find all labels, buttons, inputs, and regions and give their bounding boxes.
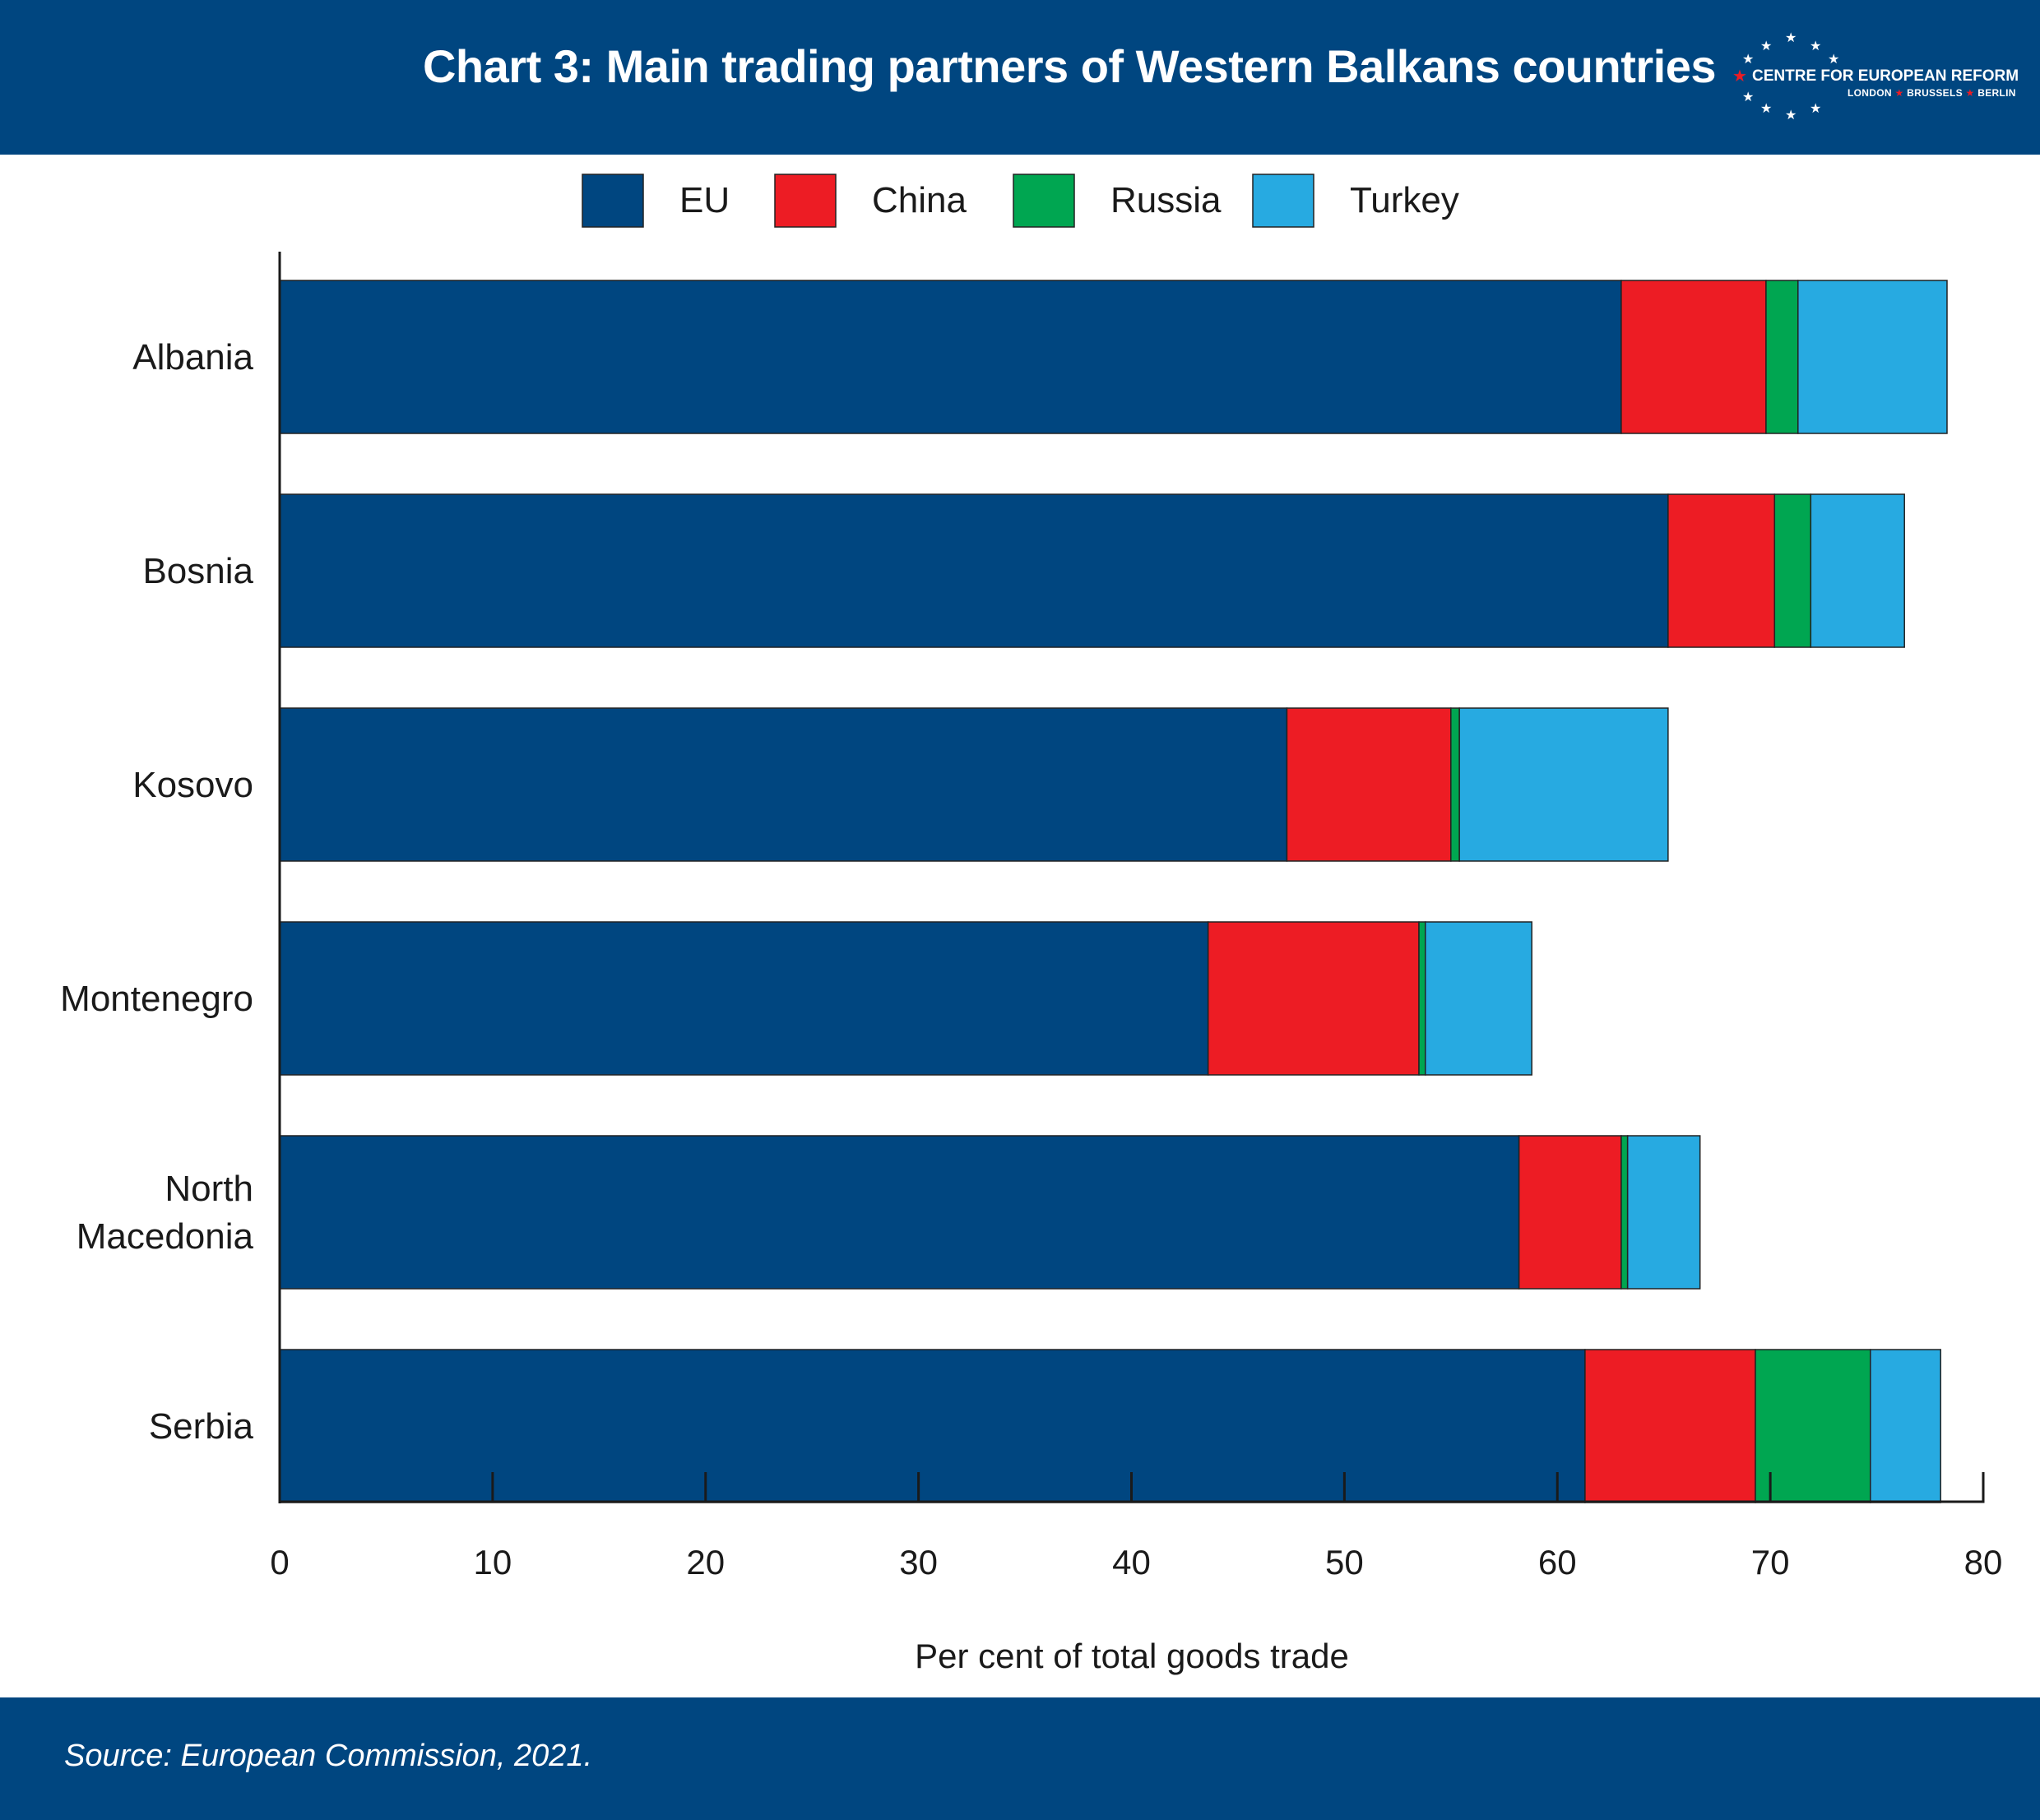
stacked-bar-chart: EU China Russia Turkey Albania Bosnia Kosovo M…: [60, 174, 2002, 1675]
legend-label-turkey: Turkey: [1350, 180, 1459, 220]
bar-bosnia-china: [1667, 493, 1776, 648]
logo-city-brussels: BRUSSELS: [1907, 87, 1963, 99]
category-label-kosovo: Kosovo: [132, 765, 253, 805]
bar-albania-russia: [1765, 280, 1799, 434]
legend-swatch-russia: [1013, 174, 1075, 228]
bar-bosnia-eu: [279, 493, 1669, 648]
legend-label-eu: EU: [679, 180, 730, 220]
logo-city-london: LONDON: [1848, 87, 1892, 99]
category-label-north-macedonia: North Macedonia: [76, 1169, 254, 1257]
chart-title: Chart 3: Main trading partners of Wester…: [422, 40, 1717, 92]
bar-kosovo-turkey: [1458, 707, 1669, 862]
bar-albania-china: [1620, 280, 1767, 434]
x-tick-label-10: 10: [474, 1543, 512, 1582]
logo-city-berlin: BERLIN: [1977, 87, 2016, 99]
x-tick-label-20: 20: [686, 1543, 725, 1582]
logo-cities: LONDON ★ BRUSSELS ★ BERLIN: [1848, 87, 2016, 99]
x-tick-label-0: 0: [270, 1543, 289, 1582]
bar-albania-turkey: [1797, 280, 1948, 434]
bar-montenegro-china: [1207, 921, 1420, 1076]
x-tick-label-80: 80: [1964, 1543, 2003, 1582]
x-tick-label-70: 70: [1751, 1543, 1790, 1582]
bar-bosnia-turkey: [1810, 493, 1905, 648]
bar-bosnia-russia: [1773, 493, 1812, 648]
chart-axes: 0 10 20 30 40 50 60 70 80: [270, 252, 2002, 1582]
chart-bars: Albania Bosnia Kosovo Montenegro North Macedo…: [60, 280, 1948, 1503]
bar-serbia-turkey: [1870, 1349, 1941, 1503]
logo-name: CENTRE FOR EUROPEAN REFORM: [1752, 67, 2019, 85]
red-star-icon: ★: [1732, 67, 1747, 86]
bar-kosovo-china: [1286, 707, 1452, 862]
bar-montenegro-turkey: [1424, 921, 1532, 1076]
cer-logo: ★ ★ ★ ★ ★ ★ ★ ★ ★ ★ CENTRE FOR EUROPEAN …: [1732, 31, 2019, 123]
bar-kosovo-russia: [1450, 707, 1460, 862]
legend-swatch-turkey: [1252, 174, 1314, 228]
x-tick-label-60: 60: [1538, 1543, 1577, 1582]
legend-label-russia: Russia: [1110, 180, 1222, 220]
x-tick-label-30: 30: [899, 1543, 938, 1582]
category-label-bosnia: Bosnia: [142, 551, 253, 591]
x-axis-label: Per cent of total goods trade: [915, 1637, 1349, 1675]
bar-north-macedonia-china: [1518, 1135, 1622, 1290]
category-label-serbia: Serbia: [149, 1406, 254, 1447]
legend-swatch-eu: [582, 174, 644, 228]
bar-montenegro-eu: [279, 921, 1209, 1076]
x-tick-label-50: 50: [1325, 1543, 1364, 1582]
legend-swatch-china: [774, 174, 837, 228]
bar-north-macedonia-eu: [279, 1135, 1520, 1290]
category-label-montenegro: Montenegro: [60, 979, 253, 1019]
bar-serbia-russia: [1755, 1349, 1871, 1503]
bar-albania-eu: [279, 280, 1622, 434]
header-banner: Chart 3: Main trading partners of Wester…: [0, 0, 2040, 155]
legend-label-china: China: [872, 180, 967, 220]
source-note: Source: European Commission, 2021.: [64, 1739, 593, 1773]
bar-north-macedonia-turkey: [1626, 1135, 1701, 1290]
bar-serbia-eu: [279, 1349, 1586, 1503]
bar-serbia-china: [1584, 1349, 1756, 1503]
footer-banner: Source: European Commission, 2021.: [0, 1697, 2040, 1820]
bar-kosovo-eu: [279, 707, 1288, 862]
chart-legend: EU China Russia Turkey: [582, 174, 1459, 228]
bar-north-macedonia-russia: [1620, 1135, 1629, 1290]
category-label-albania: Albania: [132, 337, 253, 377]
x-tick-label-40: 40: [1112, 1543, 1151, 1582]
bar-montenegro-russia: [1418, 921, 1426, 1076]
